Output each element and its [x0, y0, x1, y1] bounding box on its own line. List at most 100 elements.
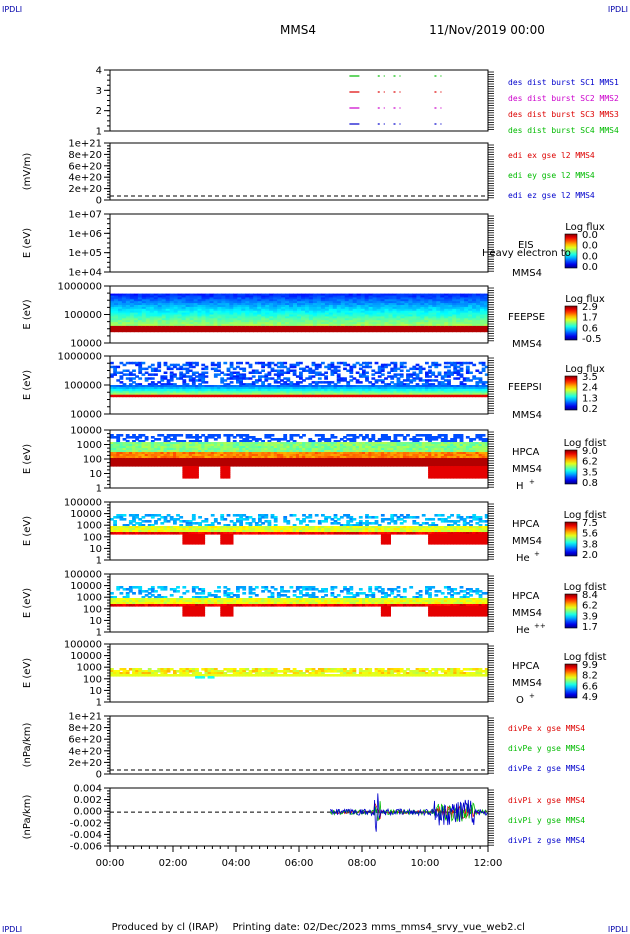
- heatmap-cell: [374, 460, 379, 463]
- heatmap-cell: [348, 301, 354, 304]
- heatmap-cell: [169, 305, 175, 308]
- heatmap-cell: [165, 322, 171, 325]
- heatmap-cell: [270, 442, 275, 445]
- heatmap-cell: [387, 450, 391, 453]
- heatmap-cell: [314, 388, 319, 392]
- heatmap-cell: [245, 312, 250, 316]
- heatmap-cell: [114, 329, 119, 333]
- heatmap-cell: [223, 394, 228, 398]
- heatmap-cell: [421, 379, 426, 382]
- heatmap-cell: [339, 390, 344, 394]
- heatmap-cell: [333, 460, 338, 463]
- heatmap-cell: [324, 460, 328, 463]
- heatmap-cell: [157, 456, 162, 459]
- heatmap-cell: [340, 297, 346, 300]
- heatmap-cell: [182, 458, 187, 461]
- heatmap-cell: [144, 444, 149, 447]
- heatmap-cell: [177, 295, 183, 298]
- heatmap-cell: [129, 316, 135, 319]
- heatmap-cell: [424, 308, 429, 312]
- heatmap-cell: [380, 314, 386, 317]
- heatmap-cell: [217, 327, 222, 331]
- heatmap-cell: [173, 386, 177, 390]
- heatmap-cell: [179, 454, 184, 457]
- heatmap-cell: [343, 377, 347, 380]
- heatmap-cell: [165, 318, 171, 321]
- heatmap-cell: [299, 385, 303, 388]
- heatmap-cell: [129, 320, 135, 323]
- heatmap-cell: [195, 454, 199, 457]
- heatmap-cell: [267, 377, 272, 380]
- heatmap-cell: [165, 305, 171, 308]
- heatmap-cell: [402, 464, 407, 467]
- heatmap-cell: [122, 452, 127, 455]
- heatmap-cell: [125, 444, 130, 447]
- heatmap-cell: [416, 301, 421, 304]
- heatmap-cell: [424, 305, 429, 308]
- heatmap-cell: [166, 448, 171, 451]
- heatmap-cell: [220, 377, 225, 380]
- heatmap-cell: [321, 442, 325, 445]
- heatmap-cell: [409, 394, 414, 398]
- heatmap-cell: [264, 385, 269, 388]
- heatmap-cell: [205, 308, 211, 312]
- heatmap-cell: [166, 385, 171, 388]
- heatmap-cell: [484, 312, 489, 316]
- heatmap-cell: [462, 390, 467, 394]
- heatmap-cell: [185, 318, 191, 321]
- heatmap-cell: [138, 377, 143, 380]
- heatmap-cell: [484, 293, 489, 297]
- heatmap-cell: [380, 306, 386, 310]
- heatmap-cell: [412, 327, 417, 331]
- heatmap-cell: [207, 462, 212, 465]
- heatmap-cell: [213, 320, 219, 323]
- heatmap-cell: [129, 310, 135, 314]
- heatmap-cell: [384, 446, 388, 449]
- heatmap-cell: [356, 306, 362, 310]
- heatmap-cell: [267, 444, 272, 447]
- heatmap-cell: [209, 316, 215, 319]
- heatmap-cell: [141, 434, 146, 437]
- heatmap-cell: [176, 390, 180, 394]
- heatmap-cell: [110, 386, 114, 390]
- heatmap-cell: [292, 444, 297, 447]
- heatmap-cell: [201, 375, 206, 378]
- heatmap-cell: [368, 464, 373, 467]
- heatmap-cell: [320, 303, 326, 306]
- heatmap-cell: [213, 460, 218, 463]
- heatmap-cell: [254, 386, 259, 390]
- heatmap-cell: [198, 446, 202, 449]
- heatmap-cell: [302, 390, 306, 394]
- heatmap-cell: [163, 363, 168, 367]
- heatmap-cell: [393, 442, 398, 445]
- heatmap-cell: [209, 293, 215, 297]
- heatmap-cell: [273, 450, 278, 453]
- heatmap-cell: [276, 450, 281, 453]
- heatmap-cell: [185, 316, 191, 319]
- heatmap-cell: [460, 305, 465, 308]
- heatmap-cell: [237, 312, 242, 316]
- heatmap-cell: [248, 365, 253, 369]
- heatmap-cell: [261, 301, 266, 304]
- heatmap-cell: [376, 297, 382, 300]
- heatmap-cell: [377, 394, 382, 398]
- heatmap-cell: [195, 388, 199, 392]
- heatmap-cell: [292, 446, 297, 449]
- heatmap-cell: [316, 299, 322, 302]
- heatmap-cell: [368, 462, 373, 465]
- heatmap-cell: [264, 379, 269, 382]
- heatmap-cell: [344, 306, 350, 310]
- heatmap-cell: [349, 454, 354, 457]
- heatmap-cell: [348, 295, 354, 298]
- heatmap-cell: [316, 310, 322, 314]
- heatmap-cell: [365, 456, 369, 459]
- heatmap-cell: [308, 308, 314, 312]
- heatmap-cell: [245, 293, 250, 297]
- heatmap-cell: [371, 436, 376, 439]
- heatmap-cell: [324, 458, 328, 461]
- heatmap-cell: [133, 295, 139, 298]
- heatmap-cell: [352, 314, 358, 317]
- heatmap-cell: [459, 394, 464, 398]
- heatmap-cell: [221, 329, 226, 333]
- heatmap-cell: [348, 299, 354, 302]
